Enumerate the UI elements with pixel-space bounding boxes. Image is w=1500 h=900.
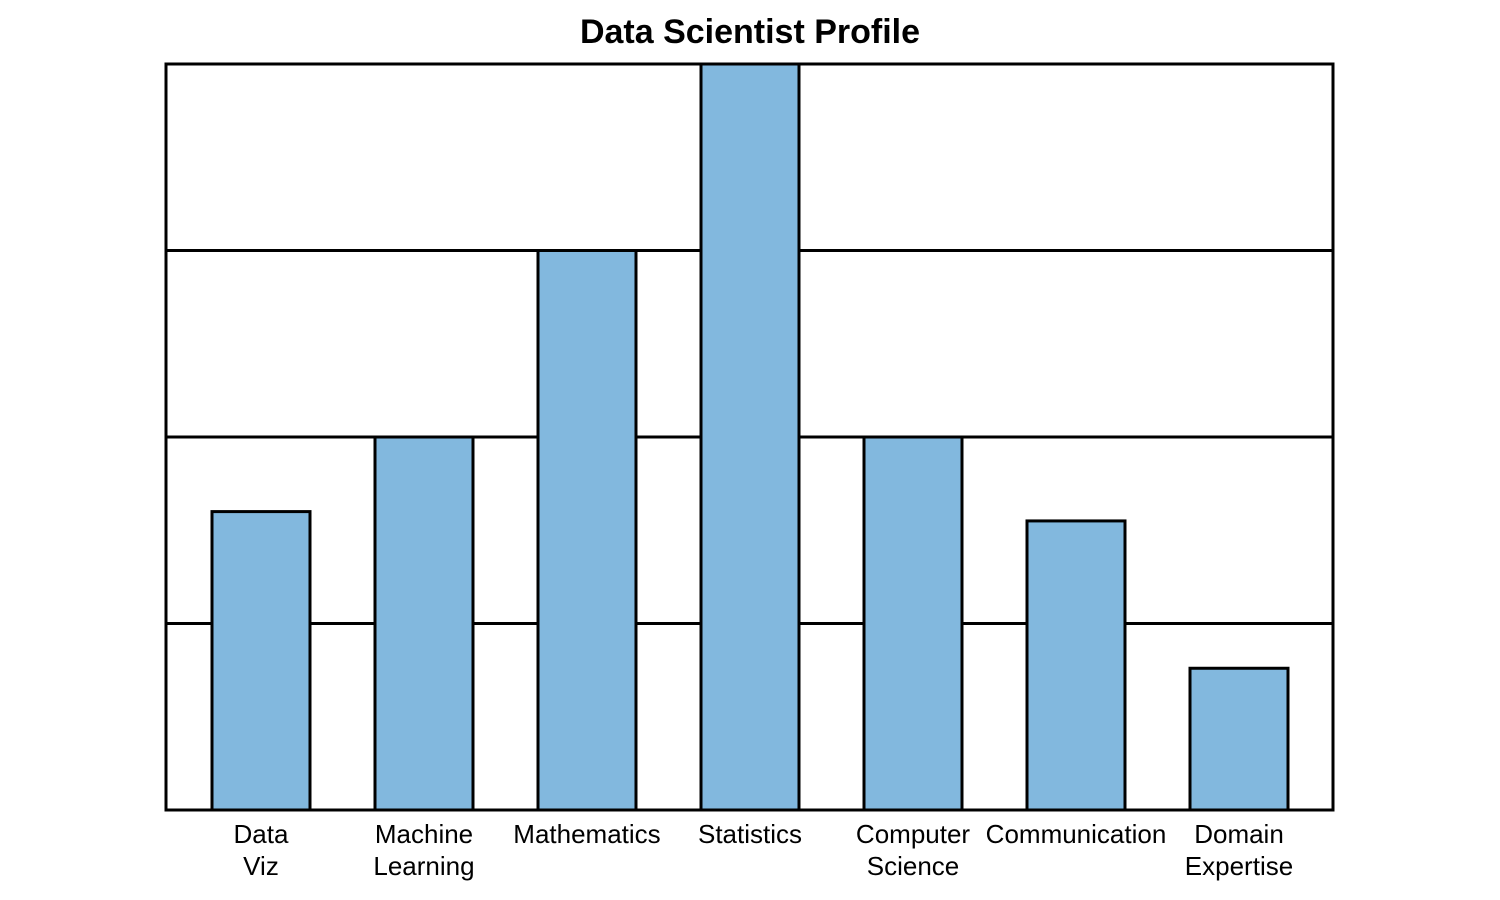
- x-tick-label-line: Expertise: [1185, 851, 1293, 881]
- x-tick-label: Domain Expertise: [1185, 819, 1293, 881]
- bar-communication: [1025, 519, 1127, 812]
- x-tick-label-line: Learning: [373, 851, 474, 881]
- plot-frame: [164, 62, 1335, 812]
- bar-mathematics: [536, 249, 638, 812]
- bar-data-viz: [210, 510, 312, 812]
- x-tick-label-line: Viz: [243, 851, 279, 881]
- x-tick-label: Computer Science: [856, 819, 970, 881]
- bar-computer-science: [862, 435, 964, 812]
- x-tick-label: Statistics: [698, 819, 802, 849]
- x-tick-label: Machine Learning: [373, 819, 474, 881]
- x-tick-label: Mathematics: [513, 819, 660, 849]
- x-tick-label-line: Mathematics: [513, 819, 660, 849]
- x-tick-label-line: Computer: [856, 819, 970, 849]
- x-tick-label-line: Domain: [1194, 819, 1284, 849]
- bars: [210, 62, 1290, 812]
- x-tick-label-line: Machine: [375, 819, 473, 849]
- x-tick-label-line: Science: [867, 851, 960, 881]
- bar-machine-learning: [373, 435, 475, 812]
- x-tick-label-line: Communication: [986, 819, 1167, 849]
- bar-statistics: [699, 62, 801, 812]
- x-tick-label-line: Statistics: [698, 819, 802, 849]
- x-tick-label: Communication: [986, 819, 1167, 849]
- x-tick-labels: Data Viz Machine Learning Mathematics Statist…: [234, 819, 1294, 881]
- chart-title: Data Scientist Profile: [580, 13, 920, 51]
- bar-domain-expertise: [1188, 666, 1290, 812]
- x-tick-label-line: Data: [234, 819, 289, 849]
- x-tick-label: Data Viz: [234, 819, 289, 881]
